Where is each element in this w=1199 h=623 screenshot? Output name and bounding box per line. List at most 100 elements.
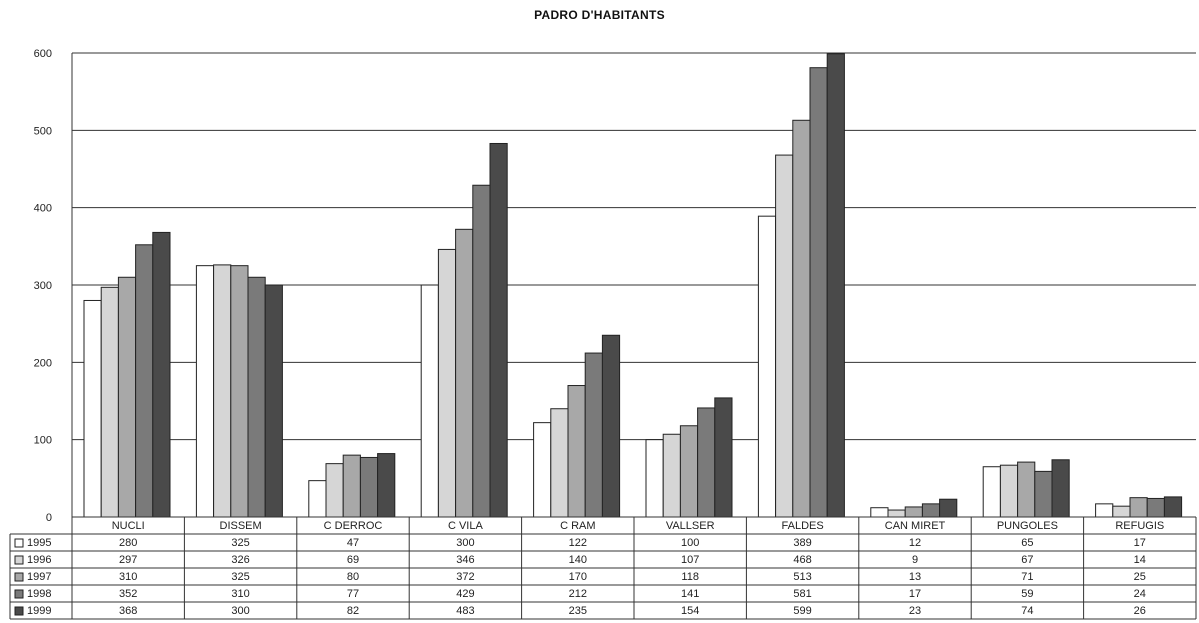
data-label: 24: [1134, 588, 1146, 600]
bar-1995-dissem: [195, 265, 215, 518]
y-tick-label: 200: [34, 357, 52, 369]
bar-1997-refugis: [1129, 497, 1148, 518]
data-label: 325: [231, 537, 249, 549]
bar-1995-can-miret: [870, 507, 889, 518]
bar-1996-nucli: [100, 286, 119, 518]
data-label: 280: [119, 537, 137, 549]
data-label: 9: [912, 554, 918, 566]
x-tick-label: DISSEM: [220, 520, 262, 532]
bar-1996-c-derroc: [325, 463, 344, 518]
y-tick-label: 0: [46, 512, 52, 524]
data-label: 468: [793, 554, 811, 566]
bar-1999-c-derroc: [377, 453, 396, 518]
bar-1997-vallser: [679, 425, 699, 518]
bar-1995-refugis: [1095, 503, 1114, 518]
data-label: 513: [793, 571, 811, 583]
legend-swatch-1998: [14, 589, 24, 599]
bars: [83, 53, 1183, 518]
x-tick-label: PUNGOLES: [997, 520, 1058, 532]
data-label: 100: [681, 537, 699, 549]
x-tick-label: NUCLI: [112, 520, 145, 532]
legend-swatch-1995: [14, 538, 24, 548]
bar-1998-nucli: [135, 244, 154, 518]
bar-1996-refugis: [1112, 505, 1131, 518]
data-label: 67: [1021, 554, 1033, 566]
x-tick-label: C VILA: [448, 520, 484, 532]
data-label: 140: [569, 554, 587, 566]
data-label: 212: [569, 588, 587, 600]
data-label: 13: [909, 571, 921, 583]
bar-1998-c-vila: [472, 184, 491, 518]
legend-label-1996: 1996: [27, 554, 51, 566]
x-tick-label: FALDES: [782, 520, 824, 532]
bar-1998-c-ram: [584, 352, 603, 518]
x-tick-label: C DERROC: [324, 520, 383, 532]
bar-1997-c-vila: [455, 228, 474, 518]
data-label: 17: [909, 588, 921, 600]
data-label: 25: [1134, 571, 1146, 583]
bar-1995-c-ram: [533, 422, 552, 518]
bar-1997-c-derroc: [342, 454, 361, 518]
bar-1998-faldes: [809, 67, 828, 518]
bar-1998-vallser: [697, 407, 716, 518]
chart-title: PADRO D'HABITANTS: [534, 8, 665, 22]
bar-1999-c-vila: [489, 142, 508, 518]
data-label: 346: [456, 554, 474, 566]
data-label: 389: [793, 537, 811, 549]
bar-1995-c-vila: [420, 284, 439, 518]
bar-1998-can-miret: [921, 503, 941, 518]
bar-1996-pungoles: [999, 464, 1019, 518]
data-label: 599: [793, 605, 811, 617]
bar-1997-can-miret: [904, 506, 923, 518]
data-label: 23: [909, 605, 921, 617]
data-label: 310: [119, 571, 137, 583]
y-tick-label: 600: [34, 48, 52, 60]
bar-1999-can-miret: [939, 498, 958, 518]
legend-label-1998: 1998: [27, 588, 51, 600]
data-label: 80: [347, 571, 359, 583]
data-label: 297: [119, 554, 137, 566]
data-label: 17: [1134, 537, 1146, 549]
legend-swatch-1999: [14, 606, 24, 616]
bar-1998-c-derroc: [359, 456, 379, 518]
bar-1996-c-vila: [437, 248, 457, 518]
bar-1996-can-miret: [887, 509, 906, 518]
legend-label-1995: 1995: [27, 537, 51, 549]
data-label: 122: [569, 537, 587, 549]
data-label: 310: [231, 588, 249, 600]
x-tick-label: REFUGIS: [1115, 520, 1164, 532]
data-label: 325: [231, 571, 249, 583]
bar-1996-faldes: [775, 154, 794, 518]
data-label: 74: [1021, 605, 1033, 617]
data-label: 300: [231, 605, 249, 617]
bar-1997-dissem: [230, 265, 249, 518]
data-label: 71: [1021, 571, 1033, 583]
y-tick-label: 400: [34, 203, 52, 215]
data-label: 59: [1021, 588, 1033, 600]
bar-1999-c-ram: [601, 334, 621, 518]
data-table: NUCLI DISSEM C DERROC C VILA C RAM VALLSER FAL…: [9, 516, 1197, 620]
data-label: 300: [456, 537, 474, 549]
data-label: 14: [1134, 554, 1146, 566]
y-tick-label: 100: [34, 435, 52, 447]
bar-1995-nucli: [83, 299, 102, 518]
y-axis-ticks: 0 100 200 300 400 500 600: [34, 48, 52, 524]
data-label: 170: [569, 571, 587, 583]
y-tick-label: 300: [34, 280, 52, 292]
data-label: 581: [793, 588, 811, 600]
data-label: 118: [681, 571, 699, 583]
bar-1998-dissem: [247, 276, 266, 518]
data-label: 65: [1021, 537, 1033, 549]
data-label: 141: [681, 588, 699, 600]
data-label: 235: [569, 605, 587, 617]
bar-1997-pungoles: [1017, 461, 1036, 518]
legend-swatch-1997: [14, 572, 24, 582]
data-label: 26: [1134, 605, 1146, 617]
data-label: 47: [347, 537, 359, 549]
data-label: 69: [347, 554, 359, 566]
bar-1997-faldes: [792, 119, 811, 518]
data-label: 429: [456, 588, 474, 600]
data-label: 368: [119, 605, 137, 617]
data-label: 154: [681, 605, 699, 617]
